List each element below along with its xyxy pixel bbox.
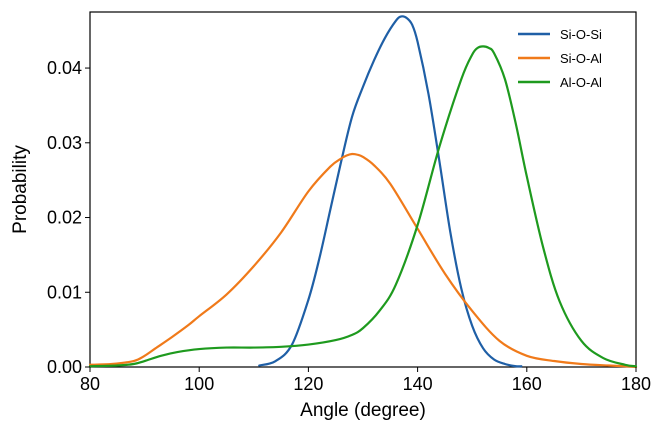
legend-label-al-o-al: Al-O-Al bbox=[560, 75, 602, 90]
x-axis-ticks: 80 100 120 140 160 180 bbox=[80, 367, 651, 394]
plot-frame bbox=[89, 11, 637, 368]
x-tick-label: 100 bbox=[184, 374, 214, 394]
plot-area bbox=[89, 11, 637, 368]
x-tick-label: 80 bbox=[80, 374, 100, 394]
legend-label-si-o-si: Si-O-Si bbox=[560, 27, 602, 42]
y-axis-ticks: 0.00 0.01 0.02 0.03 0.04 bbox=[47, 58, 90, 377]
y-tick-label: 0.04 bbox=[47, 58, 82, 78]
series-line-al-o-al bbox=[88, 45, 638, 368]
y-tick-label: 0.00 bbox=[47, 357, 82, 377]
x-tick-label: 180 bbox=[621, 374, 651, 394]
y-tick-label: 0.02 bbox=[47, 208, 82, 228]
y-tick-label: 0.01 bbox=[47, 282, 82, 302]
x-axis-title: Angle (degree) bbox=[300, 400, 426, 421]
legend: Si-O-Si Si-O-Al Al-O-Al bbox=[518, 27, 602, 90]
x-tick-label: 120 bbox=[293, 374, 323, 394]
y-axis-title: Probability bbox=[10, 145, 31, 234]
series-layer bbox=[88, 15, 638, 369]
x-tick-label: 160 bbox=[512, 374, 542, 394]
legend-label-si-o-al: Si-O-Al bbox=[560, 51, 602, 66]
series-line-si-o-si bbox=[258, 15, 523, 368]
x-tick-label: 140 bbox=[403, 374, 433, 394]
y-tick-label: 0.03 bbox=[47, 133, 82, 153]
series-line-si-o-al bbox=[88, 152, 638, 369]
